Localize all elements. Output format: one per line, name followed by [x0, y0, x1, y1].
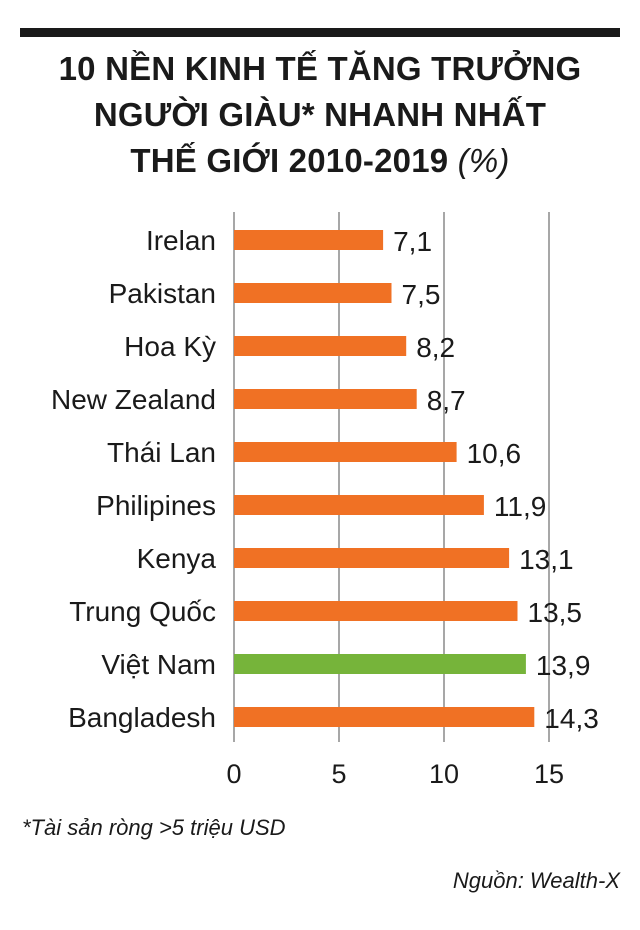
value-label: 13,9 — [536, 650, 591, 681]
x-tick-label: 0 — [226, 759, 241, 789]
x-tick-label: 5 — [331, 759, 346, 789]
category-label: Việt Nam — [101, 649, 216, 680]
bars — [234, 230, 535, 727]
category-label: Philipines — [96, 490, 216, 521]
category-label: Hoa Kỳ — [124, 331, 216, 362]
chart-title: 10 NỀN KINH TẾ TĂNG TRƯỞNG NGƯỜI GIÀU* N… — [0, 46, 640, 184]
footnote: *Tài sản ròng >5 triệu USD — [22, 815, 286, 840]
title-unit: (%) — [457, 142, 510, 179]
bar — [234, 230, 384, 250]
value-label: 14,3 — [544, 703, 599, 734]
value-labels: 7,1 7,5 8,2 8,710,6 11,9 13,1 13,5 13,9 14,3 — [393, 226, 599, 734]
bar — [234, 601, 518, 621]
value-label: 7,1 — [393, 226, 432, 257]
bar — [234, 707, 535, 727]
category-label: Kenya — [137, 543, 217, 574]
category-label: Bangladesh — [68, 702, 216, 733]
bar — [234, 654, 526, 674]
value-label: 11,9 — [494, 491, 546, 522]
x-tick-label: 10 — [429, 759, 459, 789]
bar — [234, 442, 457, 462]
title-line-2: NGƯỜI GIÀU* NHANH NHẤT — [93, 96, 547, 133]
bar — [234, 548, 510, 568]
value-label: 8,7 — [427, 385, 466, 416]
category-label: New Zealand — [51, 384, 216, 415]
category-label: Pakistan — [109, 278, 216, 309]
value-label: 10,6 — [467, 438, 521, 469]
title-line-3-text: THẾ GIỚI 2010-2019 — [130, 142, 449, 179]
category-label: Irelan — [146, 225, 216, 256]
source-note: Nguồn: Wealth-X — [452, 868, 620, 893]
top-rule — [20, 28, 620, 37]
bar — [234, 283, 392, 303]
value-label: 13,5 — [528, 597, 583, 628]
bar — [234, 495, 484, 515]
category-label: Thái Lan — [107, 437, 216, 468]
bar — [234, 389, 417, 409]
title-line-3: THẾ GIỚI 2010-2019 (%) — [0, 138, 640, 184]
value-label: 7,5 — [402, 279, 441, 310]
category-labels: Irelan Pakistan Hoa Kỳ New Zealand Thái Lan P… — [51, 225, 216, 733]
title-line-1: 10 NỀN KINH TẾ TĂNG TRƯỞNG — [58, 50, 582, 87]
category-label: Trung Quốc — [69, 596, 216, 627]
value-label: 8,2 — [416, 332, 455, 363]
x-tick-label: 15 — [534, 759, 564, 789]
bar — [234, 336, 407, 356]
x-tick-labels: 0 5 10 15 — [226, 759, 564, 789]
value-label: 13,1 — [519, 544, 574, 575]
